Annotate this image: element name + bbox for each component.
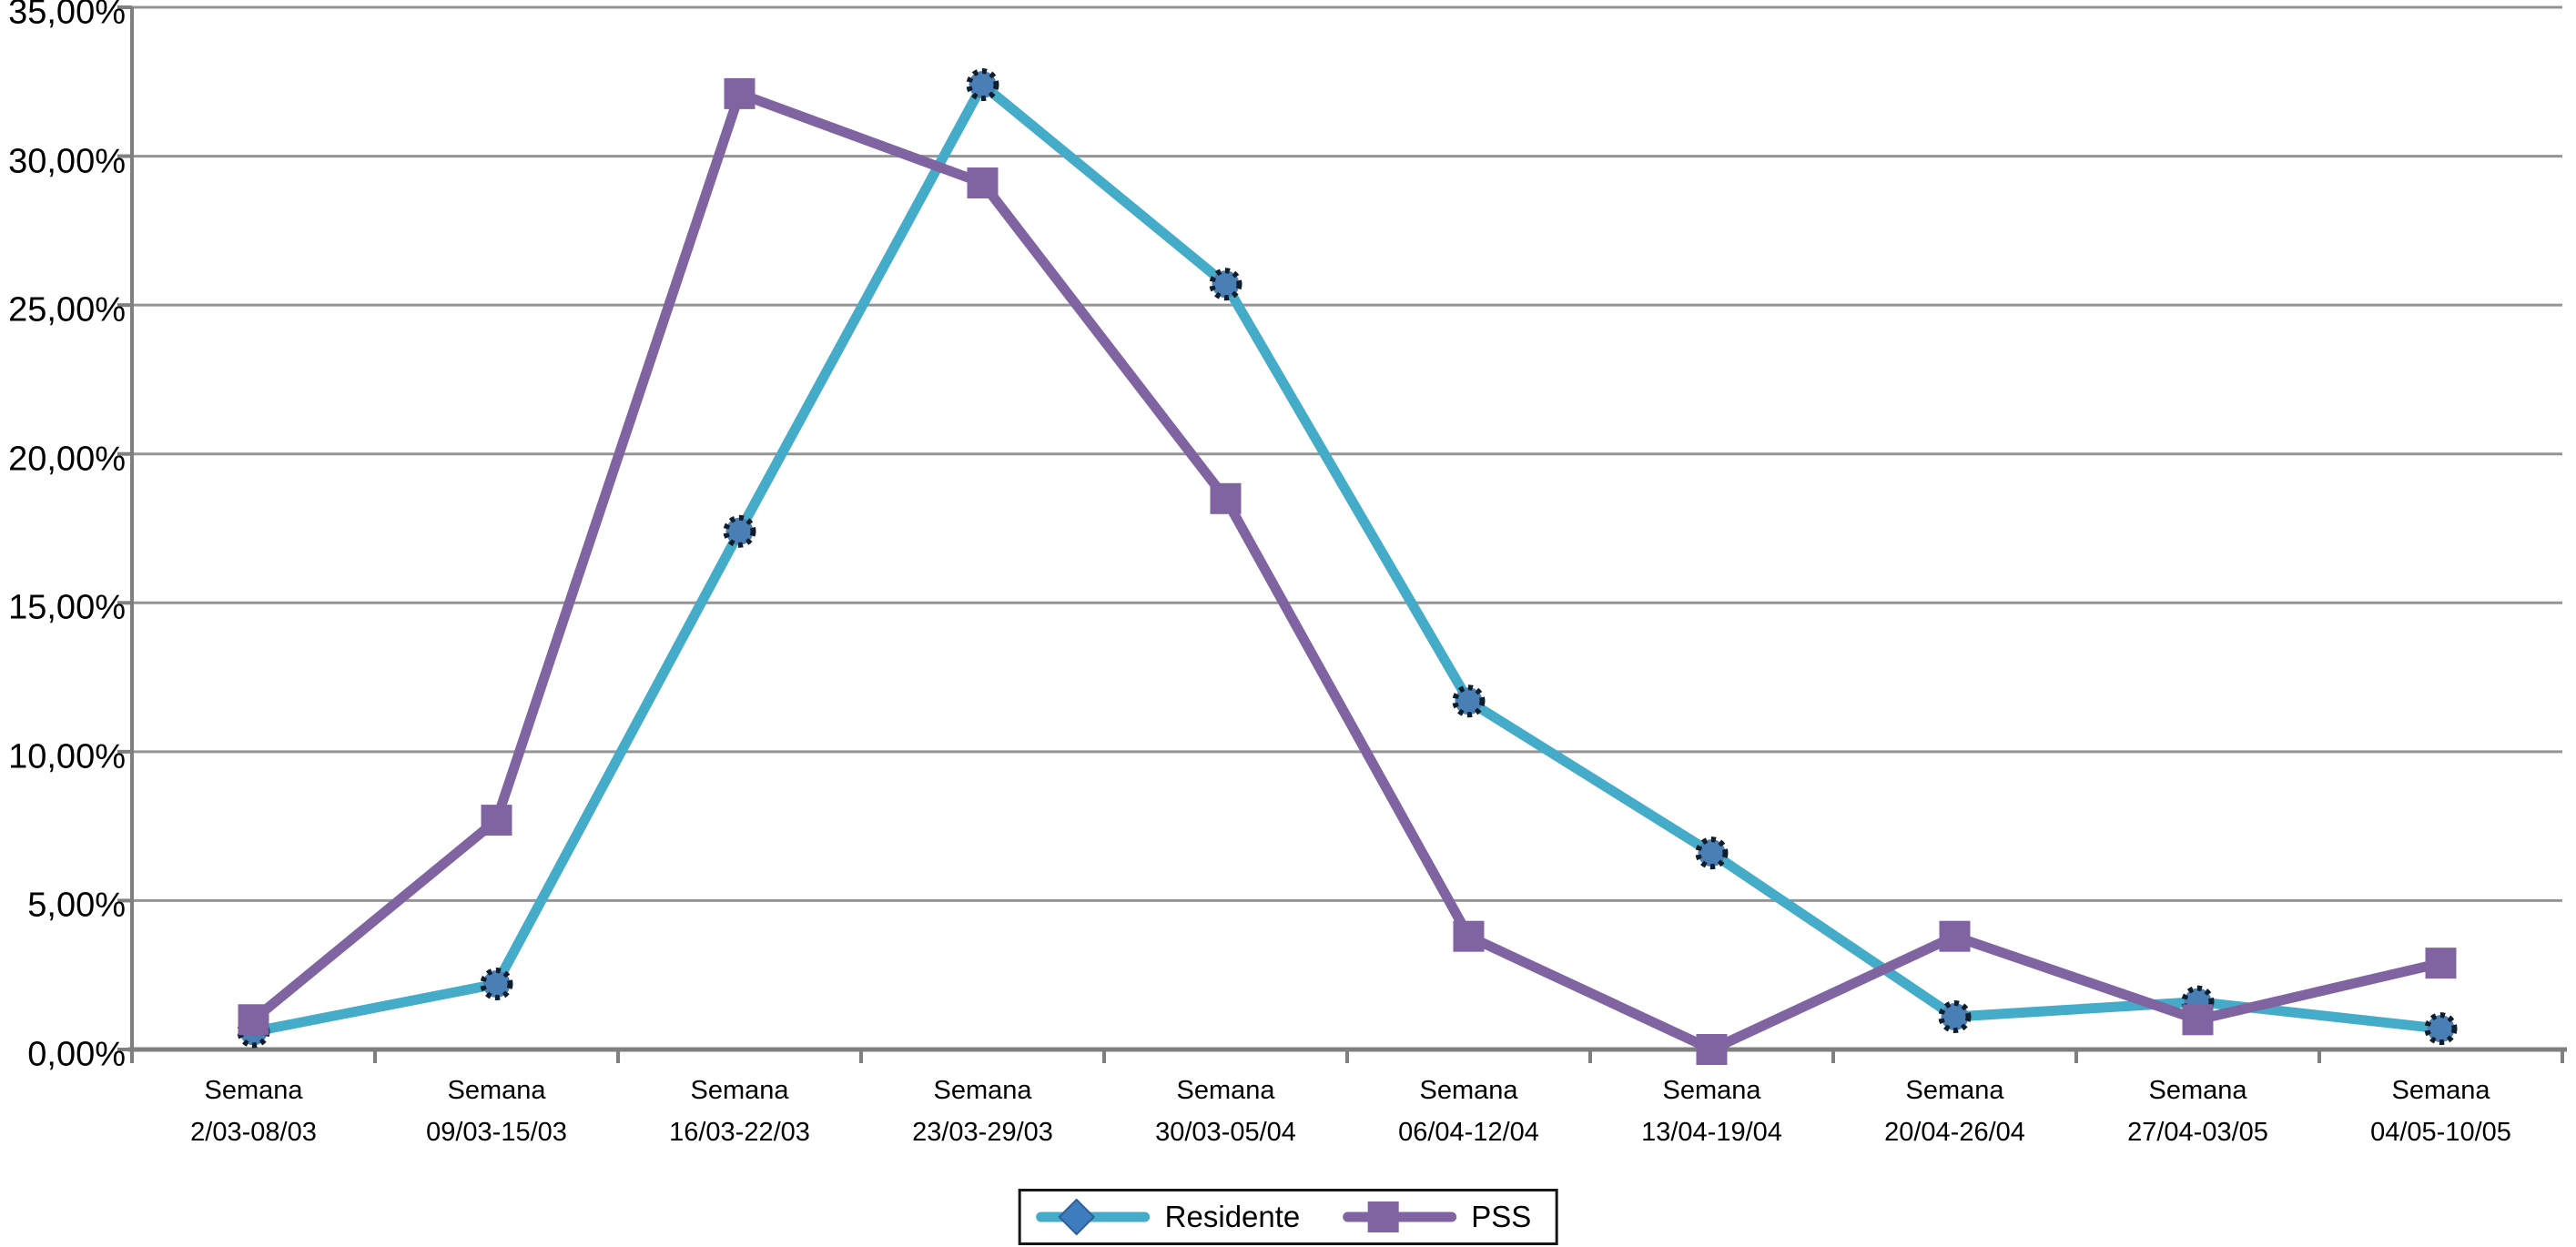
marker-residente (1452, 684, 1486, 718)
x-category-label: Semana 20/04-26/04 (1884, 1076, 2025, 1147)
legend-item-pss: PSS (1342, 1199, 1531, 1235)
marker-pss (238, 1004, 269, 1036)
y-tick-label: 0,00% (27, 1035, 126, 1074)
legend-label-residente: Residente (1164, 1200, 1301, 1233)
marker-residente (2424, 1012, 2458, 1046)
series-line-pss (248, 88, 2446, 1055)
marker-pss (1453, 920, 1485, 952)
x-category-label: Semana 09/03-15/03 (426, 1076, 567, 1147)
marker-pss (1939, 920, 1971, 952)
x-category-label: Semana 13/04-19/04 (1641, 1076, 1782, 1147)
y-tick-label: 15,00% (8, 588, 126, 627)
x-category-label: Semana 2/03-08/03 (190, 1076, 317, 1147)
y-tick-label: 30,00% (8, 142, 126, 181)
marker-pss (967, 167, 999, 199)
legend-label-pss: PSS (1471, 1200, 1532, 1233)
marker-residente (480, 968, 513, 1001)
y-tick-label: 35,00% (8, 0, 126, 32)
y-tick-label: 20,00% (8, 440, 126, 479)
marker-residente (723, 514, 756, 548)
y-tick-label: 10,00% (8, 737, 126, 776)
y-tick-label: 5,00% (27, 886, 126, 925)
marker-pss (724, 77, 756, 109)
series-line-residente (248, 79, 2446, 1037)
legend: Residente PSS (1018, 1189, 1558, 1245)
marker-pss (2182, 1004, 2214, 1036)
x-category-label: Semana 23/03-29/03 (912, 1076, 1053, 1147)
marker-pss (2425, 948, 2457, 979)
marker-pss (481, 805, 512, 836)
y-tick-label: 25,00% (8, 290, 126, 329)
x-category-label: Semana 16/03-22/03 (669, 1076, 810, 1147)
x-category-label: Semana 27/04-03/05 (2127, 1076, 2268, 1147)
legend-item-residente: Residente (1036, 1199, 1301, 1235)
marker-residente (966, 68, 999, 102)
marker-pss (1696, 1034, 1728, 1065)
x-category-label: Semana 06/04-12/04 (1398, 1076, 1539, 1147)
marker-residente (1938, 1000, 1972, 1034)
x-category-label: Semana 30/03-05/04 (1155, 1076, 1296, 1147)
marker-pss (1210, 482, 1242, 514)
marker-residente (1209, 268, 1242, 301)
x-category-label: Semana 04/05-10/05 (2370, 1076, 2511, 1147)
pss-line-square-icon (1342, 1201, 1456, 1232)
marker-residente (1695, 836, 1729, 870)
residente-line-diamond-icon (1036, 1199, 1151, 1235)
